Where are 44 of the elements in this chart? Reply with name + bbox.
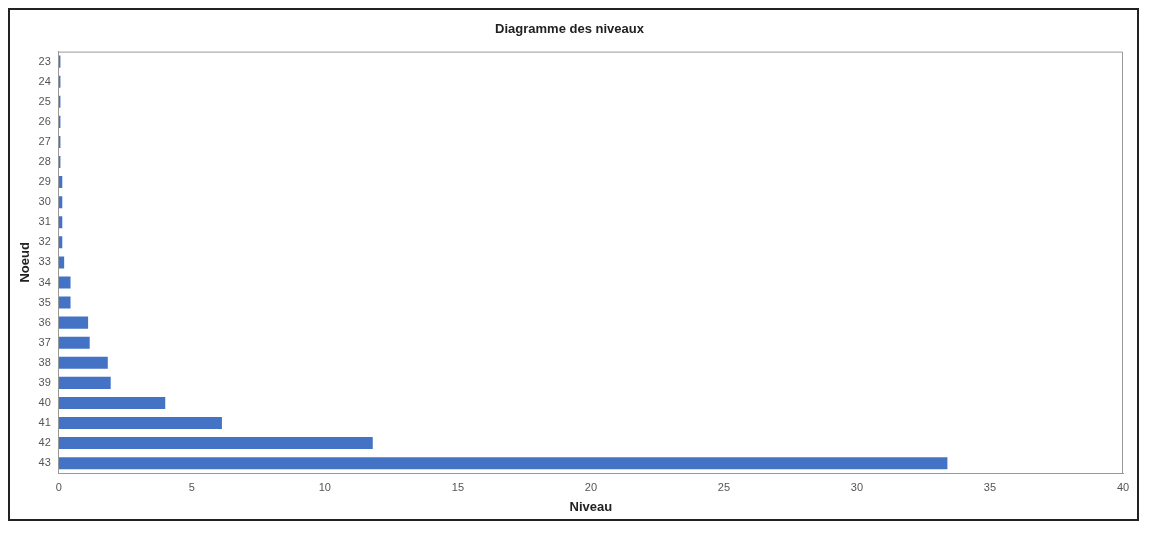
y-tick-label: 41 — [38, 416, 51, 429]
y-tick-label: 38 — [38, 355, 51, 368]
y-tick-label: 40 — [38, 395, 51, 408]
y-tick-label: 33 — [38, 255, 51, 268]
y-tick-label: 42 — [38, 436, 51, 449]
x-tick-label: 0 — [55, 480, 62, 493]
y-tick-label: 26 — [38, 114, 51, 127]
x-axis-title: Niveau — [569, 498, 613, 514]
y-tick-label: 30 — [38, 195, 51, 208]
y-tick-label: 25 — [38, 94, 51, 107]
y-tick-label: 28 — [38, 155, 51, 168]
x-tick-label: 5 — [188, 480, 195, 493]
bar — [58, 396, 166, 409]
bar — [58, 316, 89, 329]
bar — [58, 376, 111, 389]
x-tick-label: 15 — [451, 480, 465, 493]
x-tick-label: 25 — [717, 480, 731, 493]
x-tick-label: 35 — [983, 480, 997, 493]
bar — [58, 437, 373, 450]
bar — [58, 256, 65, 269]
x-tick-label: 10 — [318, 480, 331, 493]
x-tick-label: 30 — [850, 480, 864, 493]
y-axis-title: Noeud — [17, 242, 33, 283]
bar — [58, 356, 108, 369]
bar — [58, 416, 222, 430]
y-tick-label: 36 — [38, 315, 51, 328]
y-tick-label: 27 — [38, 134, 51, 147]
y-tick-label: 34 — [38, 275, 51, 288]
y-tick-label: 29 — [38, 175, 51, 188]
x-tick-label: 20 — [584, 480, 598, 493]
bar — [58, 276, 71, 289]
bar — [58, 296, 71, 309]
bar — [58, 457, 948, 470]
y-tick-label: 37 — [38, 335, 51, 348]
x-tick-label: 40 — [1116, 480, 1130, 493]
bar — [58, 336, 90, 349]
y-tick-label: 32 — [38, 235, 51, 248]
y-tick-label: 43 — [38, 456, 51, 469]
y-tick-label: 24 — [38, 74, 51, 87]
y-tick-label: 31 — [38, 215, 51, 228]
y-tick-label: 35 — [38, 295, 51, 308]
chart-title: Diagramme des niveaux — [495, 21, 645, 37]
y-tick-label: 23 — [38, 54, 51, 67]
y-tick-label: 39 — [38, 375, 51, 388]
